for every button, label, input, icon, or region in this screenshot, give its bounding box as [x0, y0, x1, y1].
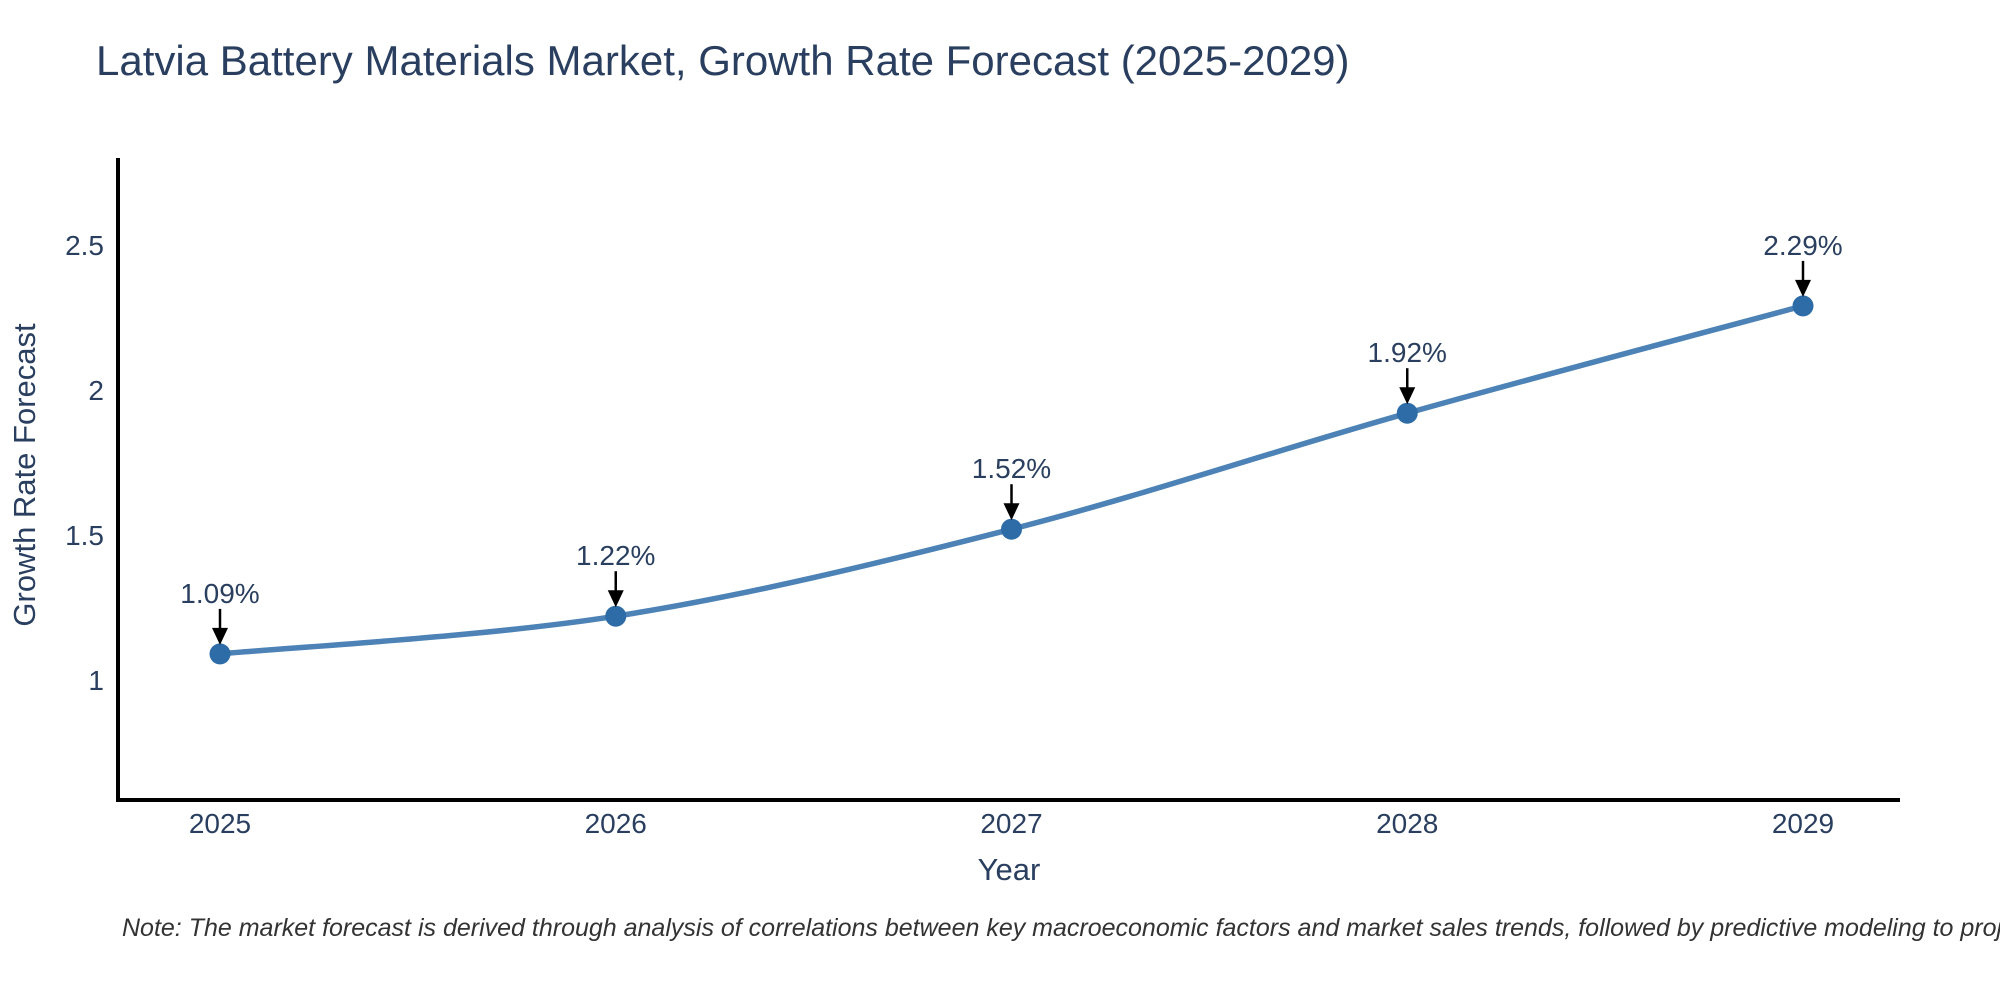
y-tick-label: 2.5: [65, 230, 104, 261]
x-tick-label: 2026: [585, 808, 647, 839]
x-tick-label: 2029: [1772, 808, 1834, 839]
point-value-label: 1.22%: [576, 540, 655, 571]
y-tick-label: 1: [88, 665, 104, 696]
chart-title: Latvia Battery Materials Market, Growth …: [96, 37, 1350, 84]
annotation-arrowhead-icon: [212, 627, 228, 645]
y-tick-label: 2: [88, 375, 104, 406]
point-value-label: 1.92%: [1368, 337, 1447, 368]
x-tick-label: 2027: [980, 808, 1042, 839]
data-point-marker: [1792, 295, 1814, 317]
axis-ticks: 1 1.5 2 2.5 2025 2026 2027 2028 2029: [65, 230, 1834, 839]
x-tick-label: 2025: [189, 808, 251, 839]
annotation-arrowhead-icon: [1003, 503, 1020, 521]
annotation-arrowhead-icon: [1399, 387, 1416, 405]
data-point-marker: [209, 643, 231, 665]
annotation-arrowhead-icon: [1795, 279, 1811, 297]
footnote: Note: The market forecast is derived thr…: [122, 914, 2000, 942]
y-tick-label: 1.5: [65, 520, 104, 551]
line-series: [209, 295, 1814, 665]
point-value-label: 2.29%: [1763, 230, 1842, 261]
x-tick-label: 2028: [1376, 808, 1438, 839]
point-value-label: 1.09%: [180, 578, 259, 609]
data-point-marker: [605, 605, 627, 627]
data-point-marker: [1001, 518, 1022, 540]
point-value-label: 1.52%: [972, 453, 1051, 484]
annotation-arrowhead-icon: [607, 590, 624, 608]
x-axis-title: Year: [977, 852, 1041, 887]
point-annotations: 1.09% 1.22% 1.52% 1.92% 2.29%: [180, 230, 1843, 645]
data-point-marker: [1396, 402, 1418, 424]
